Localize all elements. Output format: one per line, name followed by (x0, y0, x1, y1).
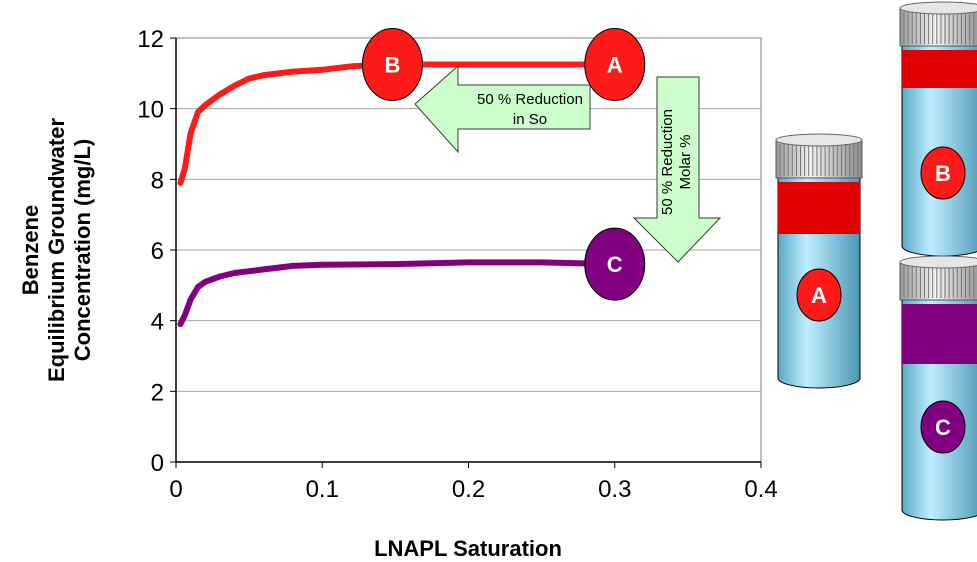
axes (170, 37, 762, 468)
y-tick-label: 0 (151, 450, 164, 477)
x-tick-label: 0.1 (306, 476, 339, 503)
jar-b: B (899, 1, 977, 257)
jar-label: A (811, 283, 827, 308)
marker-label: B (385, 53, 401, 78)
jar-band (902, 304, 977, 364)
jar-cap-top (899, 1, 977, 15)
jar-label: B (935, 161, 951, 186)
arrow-left-text: 50 % Reduction (477, 91, 583, 108)
y-axis-title: Benzene Equilibrium Groundwater Concentr… (18, 118, 95, 382)
arrow-left-reduction-so (414, 64, 591, 154)
jar-illustrations: A B C (775, 1, 977, 521)
jar-cap-top (899, 255, 977, 269)
jar-cap-top (775, 133, 863, 147)
arrow-down-text: Molar % (677, 134, 694, 189)
arrow-down-reduction-molar (632, 76, 722, 263)
jar-band (778, 182, 860, 234)
jar-label: C (935, 415, 951, 440)
x-tick-label: 0 (169, 476, 182, 503)
arrow-left-text: in So (513, 111, 547, 128)
y-axis-title-line-1: Benzene (18, 205, 43, 295)
marker-a (584, 28, 646, 101)
y-tick-label: 12 (137, 26, 164, 53)
y-tick-label: 8 (151, 167, 164, 194)
y-tick-label: 10 (137, 97, 164, 124)
x-tick-label: 0.4 (744, 476, 777, 503)
arrow-down-text: 50 % Reduction (659, 109, 676, 215)
series-line-1 (177, 61, 618, 186)
y-axis-title-line-2: Equilibrium Groundwater (44, 118, 69, 382)
tick-labels: 0 2 4 6 8 10 12 0 0.1 0.2 0.3 0.4 (137, 26, 777, 503)
series-group (177, 61, 618, 328)
y-tick-label: 4 (151, 309, 164, 336)
y-tick-label: 6 (151, 238, 164, 265)
marker-group: A B C (361, 28, 646, 301)
y-tick-label: 2 (151, 379, 164, 406)
marker-c (584, 227, 646, 301)
marker-b (361, 28, 423, 101)
y-axis-title-line-3: Concentration (mg/L) (70, 139, 95, 361)
x-axis-title: LNAPL Saturation (374, 536, 562, 561)
jar-label-circle (920, 146, 966, 200)
jar-band (902, 50, 977, 88)
x-tick-label: 0.2 (452, 476, 485, 503)
jar-label-circle (920, 400, 966, 454)
series-line-2 (177, 259, 618, 328)
jar-c: C (899, 255, 977, 521)
jar-a: A (775, 133, 863, 389)
marker-label: A (607, 53, 623, 78)
jar-label-circle (796, 268, 842, 322)
x-tick-label: 0.3 (598, 476, 631, 503)
marker-label: C (607, 252, 623, 277)
